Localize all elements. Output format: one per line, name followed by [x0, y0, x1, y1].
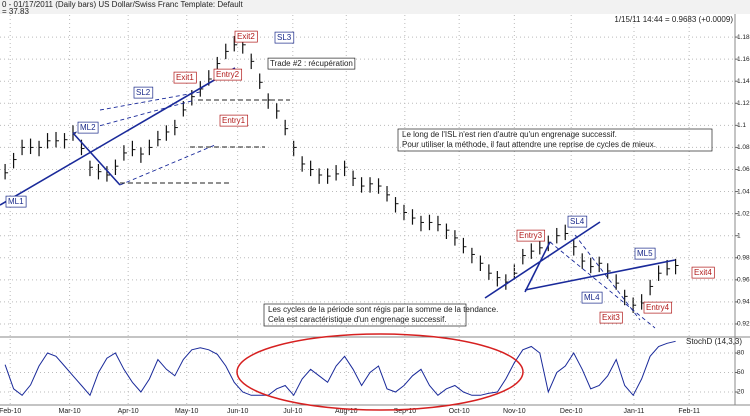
- x-tick-label: Oct-10: [449, 408, 470, 415]
- annotation-box: [581, 291, 603, 304]
- x-tick-label: Feb-11: [678, 408, 700, 415]
- annotations: Exit2 Exit1 Entry2 Entry1 Entry3 Exit3 E…: [5, 30, 715, 327]
- annotation-box: [77, 121, 99, 134]
- x-tick-label: Dec-10: [560, 408, 583, 415]
- y-tick-label: 0.98: [737, 254, 750, 261]
- annotation-box: [567, 215, 588, 228]
- y-tick-label: 50: [737, 369, 745, 376]
- note: Cela est caractéristique d'un engrenage …: [268, 315, 447, 324]
- note: Le long de l'ISL n'est rien d'autre qu'u…: [402, 130, 617, 139]
- annotation: Exit4: [694, 268, 712, 277]
- y-tick-label: 80: [737, 350, 745, 357]
- annotation-box: [599, 311, 623, 324]
- y-tick-label: 1.02: [737, 210, 750, 217]
- x-tick-label: Aug-10: [335, 408, 358, 415]
- y-tick-label: 1.18: [737, 34, 750, 41]
- x-tick-label: Jan-11: [624, 408, 645, 415]
- annotation-box: [5, 195, 27, 208]
- annotation-box: [133, 86, 154, 99]
- annotation: Exit2: [237, 32, 255, 41]
- note: Trade #2 : récupération: [270, 59, 353, 68]
- y-tick-label: 1: [737, 232, 741, 239]
- pitchfork: [72, 132, 121, 186]
- annotation-box: [234, 30, 258, 43]
- note: Les cycles de la période sont régis par …: [268, 305, 498, 314]
- annotation-box: [691, 266, 715, 279]
- annotation: Entry2: [216, 70, 240, 79]
- data-layer: 0.92 0.94 0.96 0.98 1 1.02 1.04 1.06 1.08 1.1 1.12…: [0, 15, 750, 415]
- y-tick-label: 0.94: [737, 299, 750, 306]
- annotation: ML2: [80, 123, 96, 132]
- annotation: Entry3: [519, 231, 543, 240]
- x-tick-label: Mar-10: [59, 408, 81, 415]
- median-line: [0, 67, 236, 206]
- annotation: ML4: [584, 293, 600, 302]
- x-tick-label: Nov-10: [503, 408, 526, 415]
- x-tick-label: Apr-10: [118, 408, 139, 415]
- annotation-box: [219, 114, 249, 127]
- header-title: 0 - 01/17/2011 (Daily bars) US Dollar/Sw…: [2, 0, 243, 9]
- annotation: ML1: [8, 197, 24, 206]
- y-tick-label: 1.12: [737, 100, 750, 107]
- note-box: [263, 303, 467, 327]
- x-tick-label: Jun-10: [227, 408, 249, 415]
- annotation: Exit3: [602, 313, 620, 322]
- y-tick-label: 1.06: [737, 166, 750, 173]
- annotation-box: [516, 229, 546, 242]
- x-tick-label: May-10: [175, 408, 198, 415]
- annotation-box: [213, 68, 243, 81]
- indicator-title: StochD (14,3,3): [686, 337, 742, 346]
- dashed-line: [549, 234, 656, 329]
- x-tick-label: Sep-10: [394, 408, 417, 415]
- y-tick-label: 1.16: [737, 56, 750, 63]
- note-box: [397, 128, 713, 152]
- y-tick-label: 1.08: [737, 144, 750, 151]
- highlight-ellipse: [236, 333, 524, 411]
- annotation-box: [643, 301, 673, 314]
- annotation: Entry1: [222, 116, 246, 125]
- header-subtitle: = 37.83: [2, 7, 29, 16]
- annotation: SL2: [136, 88, 151, 97]
- annotation: ML5: [637, 249, 653, 258]
- indicator-line: [4, 340, 676, 397]
- drawings: [0, 67, 676, 411]
- header-quote: 1/15/11 14:44 = 0.9683 (+0.0009): [614, 15, 733, 24]
- level-line: [120, 99, 290, 184]
- y-tick-label: 20: [737, 389, 745, 396]
- y-tick-label: 1.14: [737, 78, 750, 85]
- y-tick-label: 1.04: [737, 188, 750, 195]
- header-bar: [0, 0, 750, 14]
- pitchfork: [484, 221, 676, 299]
- note: Pour utiliser la méthode, il faut attend…: [402, 140, 656, 149]
- annotation: SL4: [570, 217, 585, 226]
- annotation-box: [274, 31, 295, 44]
- x-tick-label: Feb-10: [0, 408, 21, 415]
- y-tick-label: 0.96: [737, 277, 750, 284]
- y-tick-label: 0.92: [737, 321, 750, 328]
- annotation: SL3: [277, 33, 292, 42]
- annotation: Exit1: [176, 73, 194, 82]
- annotation-box: [173, 71, 197, 84]
- annotation-box: [634, 247, 656, 260]
- annotation-box: [267, 57, 356, 70]
- annotation: Entry4: [646, 303, 670, 312]
- y-tick-label: 1.1: [737, 122, 746, 129]
- x-tick-label: Jul-10: [283, 408, 302, 415]
